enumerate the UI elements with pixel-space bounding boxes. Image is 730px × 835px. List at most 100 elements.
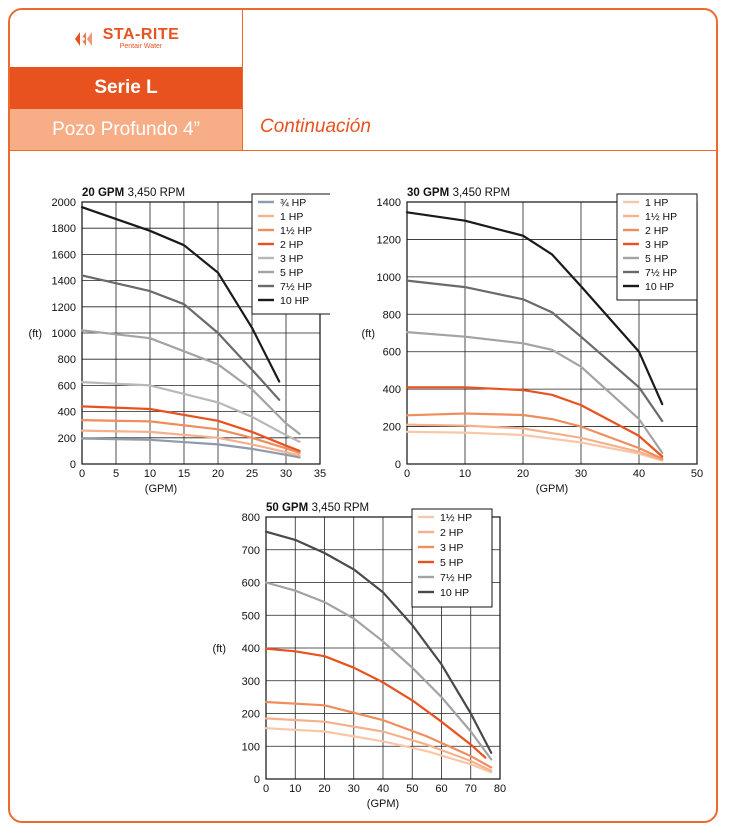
x-tick-label: 70 — [465, 783, 477, 795]
series-line — [80, 429, 301, 457]
y-tick-label: 1200 — [377, 234, 401, 246]
x-tick-label: 10 — [289, 783, 301, 795]
continuation-label: Continuación — [260, 116, 371, 137]
y-tick-label: 1000 — [377, 272, 401, 284]
y-tick-label: 800 — [242, 512, 260, 524]
series-line — [264, 717, 493, 772]
legend-label: 1 HP — [280, 211, 303, 223]
legend-label: 3 HP — [440, 542, 463, 554]
y-tick-label: 800 — [58, 354, 76, 366]
header: STA-RITE Pentair Water Serie L Pozo Prof… — [10, 10, 716, 151]
series-line — [405, 279, 664, 423]
x-tick-label: 25 — [246, 468, 258, 480]
x-tick-label: 40 — [633, 468, 645, 480]
x-tick-label: 20 — [318, 783, 330, 795]
x-tick-label: 80 — [494, 783, 506, 795]
y-tick-label: 0 — [395, 459, 401, 471]
legend-label: 2 HP — [440, 527, 463, 539]
legend-label: 1½ HP — [645, 211, 677, 223]
series-line — [80, 405, 301, 452]
y-tick-label: 1400 — [52, 276, 76, 288]
y-tick-label: 1000 — [52, 328, 76, 340]
y-tick-label: 400 — [383, 384, 401, 396]
series-line — [80, 329, 301, 435]
series-line — [80, 274, 281, 401]
legend-label: 7½ HP — [280, 281, 312, 293]
series-line — [264, 581, 493, 761]
x-tick-label: 35 — [314, 468, 326, 480]
series-line — [80, 437, 301, 459]
y-axis-label: (ft) — [362, 328, 375, 340]
chart-title: 30 GPM — [407, 187, 449, 199]
legend-label: 3 HP — [645, 239, 668, 251]
y-tick-label: 1400 — [377, 197, 401, 209]
chart-30gpm: 0 10 20 30 40 50 0 200 400 600 800 1000 1200 1400 (GPM… — [355, 182, 705, 502]
plot-frame — [81, 201, 321, 465]
chart-svg: 0 5 10 15 20 25 30 35 0 200 400 600 800 1000 1200 1400 1… — [29, 187, 335, 495]
legend-label: 1 HP — [645, 197, 668, 209]
chart-20gpm: 0 5 10 15 20 25 30 35 0 200 400 600 800 1000 1200 1400 1… — [20, 182, 335, 502]
x-tick-label: 10 — [459, 468, 471, 480]
product-title: Pozo Profundo 4” — [10, 109, 242, 150]
page-frame: STA-RITE Pentair Water Serie L Pozo Prof… — [8, 8, 718, 823]
x-tick-label: 0 — [79, 468, 85, 480]
y-tick-label: 0 — [254, 774, 260, 786]
y-tick-label: 400 — [58, 407, 76, 419]
y-axis-label: (ft) — [29, 328, 42, 340]
y-tick-label: 600 — [58, 380, 76, 392]
chart-subtitle: 3,450 RPM — [453, 187, 511, 199]
legend-box — [251, 193, 335, 315]
legend-label: 3 HP — [280, 253, 303, 265]
series-line — [405, 211, 664, 406]
chart-subtitle: 3,450 RPM — [128, 187, 186, 199]
x-tick-label: 30 — [575, 468, 587, 480]
x-tick-label: 30 — [348, 783, 360, 795]
legend-label: ¾ HP — [280, 197, 306, 209]
chart-title: 20 GPM — [82, 187, 124, 199]
legend-label: 10 HP — [645, 281, 674, 293]
series-line — [264, 530, 493, 754]
x-axis-label: (GPM) — [367, 798, 399, 810]
y-tick-label: 200 — [242, 709, 260, 721]
legend-box — [411, 508, 493, 608]
x-tick-label: 0 — [263, 783, 269, 795]
series-line — [405, 430, 664, 462]
legend-label: 7½ HP — [440, 572, 472, 584]
series-line — [264, 700, 493, 769]
y-tick-label: 0 — [70, 459, 76, 471]
series-line — [264, 727, 493, 774]
legend-label: 5 HP — [280, 267, 303, 279]
legend-label: 2 HP — [280, 239, 303, 251]
legend-label: 5 HP — [440, 557, 463, 569]
y-tick-label: 300 — [242, 676, 260, 688]
y-tick-label: 1600 — [52, 249, 76, 261]
y-tick-label: 500 — [242, 610, 260, 622]
y-tick-label: 100 — [242, 741, 260, 753]
x-tick-label: 60 — [435, 783, 447, 795]
chart-svg: 0 10 20 30 40 50 60 70 8001002003004005006007008… — [213, 502, 507, 810]
x-tick-label: 10 — [144, 468, 156, 480]
x-axis-label: (GPM) — [145, 483, 177, 495]
series-line — [80, 419, 301, 454]
x-tick-label: 0 — [404, 468, 410, 480]
x-tick-label: 20 — [212, 468, 224, 480]
x-tick-label: 30 — [280, 468, 292, 480]
y-tick-label: 1200 — [52, 302, 76, 314]
legend-label: 10 HP — [280, 295, 309, 307]
y-tick-label: 1800 — [52, 223, 76, 235]
series-line — [405, 331, 664, 454]
legend-label: 10 HP — [440, 587, 469, 599]
series-line — [264, 647, 487, 759]
y-axis-label: (ft) — [213, 643, 226, 655]
legend-label: 1½ HP — [440, 512, 472, 524]
x-tick-label: 5 — [113, 468, 119, 480]
y-tick-label: 700 — [242, 545, 260, 557]
series-line — [80, 381, 301, 443]
series-line — [405, 412, 664, 460]
series-title: Serie L — [10, 67, 242, 109]
y-tick-label: 200 — [383, 422, 401, 434]
header-left-column: STA-RITE Pentair Water Serie L Pozo Prof… — [10, 10, 243, 150]
brand-logo: STA-RITE Pentair Water — [10, 10, 242, 67]
x-axis-label: (GPM) — [536, 483, 568, 495]
y-tick-label: 2000 — [52, 197, 76, 209]
